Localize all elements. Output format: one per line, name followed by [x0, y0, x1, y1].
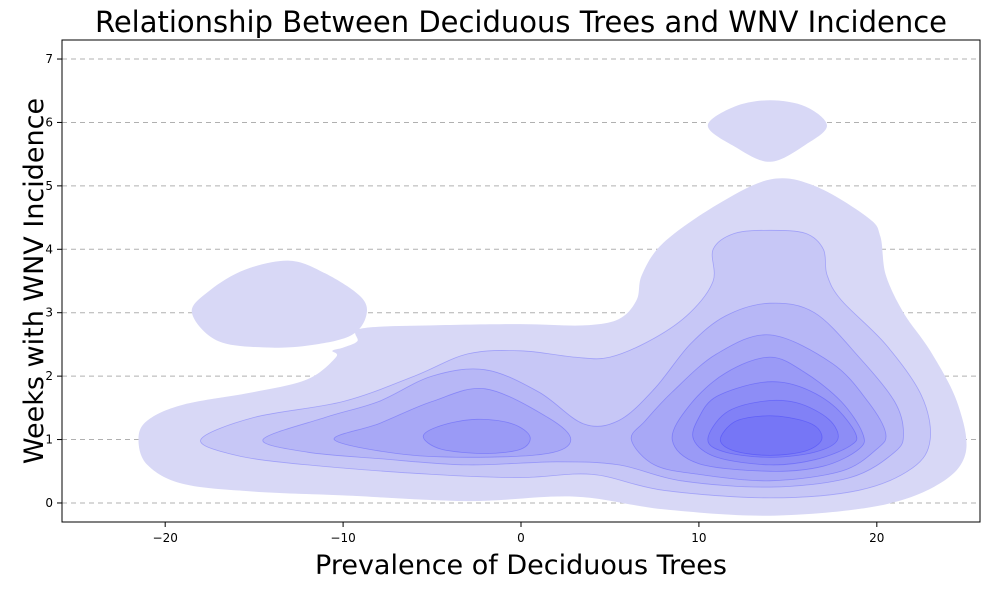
- x-axis: −20 −10 0 10 20: [153, 522, 884, 545]
- x-tick-label: −10: [330, 531, 355, 545]
- contour-level-1-region-1: [138, 178, 967, 516]
- x-axis-label: Prevalence of Deciduous Trees: [315, 550, 727, 581]
- density-contours: [138, 100, 967, 516]
- y-axis-label: Weeks with WNV Incidence: [19, 98, 50, 464]
- y-tick-label: 1: [45, 433, 53, 447]
- contour-level-7-region-1: [707, 399, 839, 458]
- contour-level-4-region-1: [333, 387, 572, 458]
- y-tick-label: 3: [45, 306, 53, 320]
- y-tick-label: 6: [45, 115, 53, 129]
- y-tick-label: 5: [45, 179, 53, 193]
- contour-level-1-region-2: [191, 260, 368, 348]
- contour-level-2-region-1: [200, 229, 931, 499]
- contour-level-1-region-3: [707, 100, 827, 162]
- y-tick-label: 0: [45, 496, 53, 510]
- x-tick-label: 20: [869, 531, 884, 545]
- contour-level-3-region-1: [262, 302, 904, 488]
- x-tick-label: 10: [691, 531, 706, 545]
- y-tick-label: 2: [45, 369, 53, 383]
- contour-level-8-region-1: [719, 415, 823, 456]
- contour-level-5-region-1: [422, 418, 531, 454]
- contour-level-6-region-1: [692, 381, 858, 466]
- y-axis: 0 1 2 3 4 5 6 7: [45, 52, 62, 510]
- chart-title: Relationship Between Deciduous Trees and…: [95, 5, 947, 39]
- contour-level-4-region-2: [630, 334, 887, 482]
- y-tick-label: 7: [45, 52, 53, 66]
- x-tick-label: −20: [153, 531, 178, 545]
- contour-level-5-region-2: [671, 356, 865, 472]
- y-tick-label: 4: [45, 242, 53, 256]
- x-tick-label: 0: [517, 531, 525, 545]
